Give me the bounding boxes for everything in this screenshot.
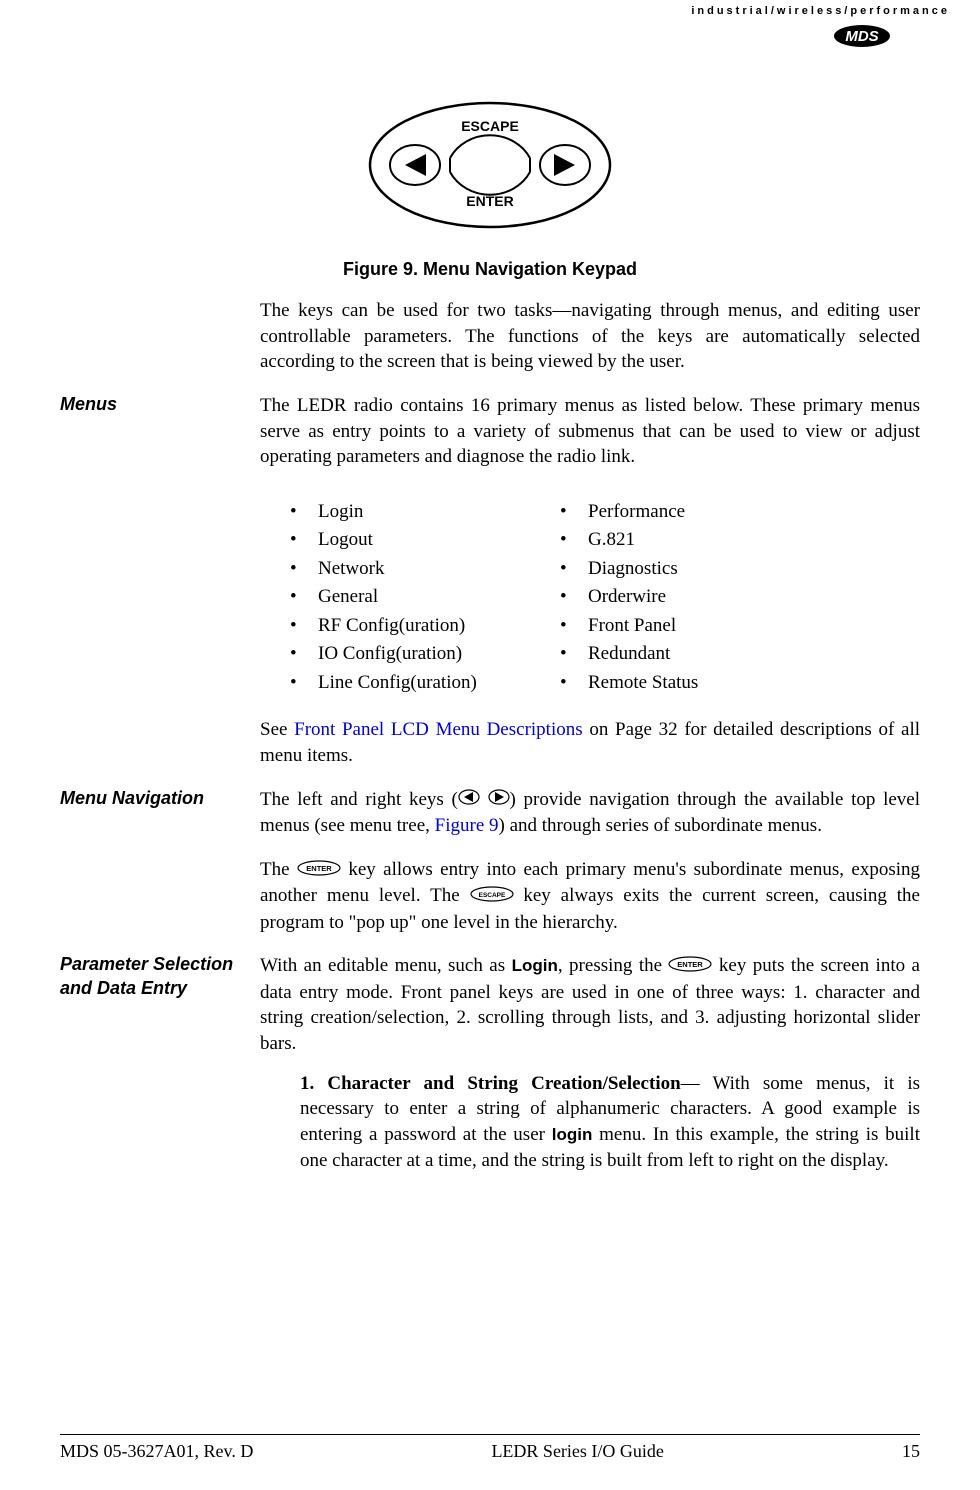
svg-text:ENTER: ENTER xyxy=(306,864,332,873)
header-tagline: industrial/wireless/performance xyxy=(691,5,950,17)
menu-item: Remote Status xyxy=(560,669,800,698)
menu-list: Login Logout Network General RF Config(u… xyxy=(290,498,920,698)
link-figure-9[interactable]: Figure 9 xyxy=(435,815,499,836)
menu-item: Network xyxy=(290,555,530,584)
menu-item: Redundant xyxy=(560,640,800,669)
right-key-icon xyxy=(488,787,510,813)
section-heading-menus: Menus xyxy=(60,393,260,416)
menu-item: IO Config(uration) xyxy=(290,640,530,669)
figure-caption: Figure 9. Menu Navigation Keypad xyxy=(0,259,980,280)
nav-paragraph-2: The ENTER key allows entry into each pri… xyxy=(260,857,920,936)
nav-paragraph-1: The left and right keys ( ) provide navi… xyxy=(260,787,920,839)
see-reference: See Front Panel LCD Menu Descriptions on… xyxy=(260,717,920,768)
keypad-diagram: ESCAPE ENTER xyxy=(360,90,620,240)
enter-key-icon: ENTER xyxy=(297,858,341,884)
menu-item: Diagnostics xyxy=(560,555,800,584)
link-front-panel[interactable]: Front Panel LCD Menu Descriptions xyxy=(294,719,583,740)
left-arrow-icon xyxy=(405,154,426,176)
svg-text:MDS: MDS xyxy=(845,28,878,45)
svg-text:ESCAPE: ESCAPE xyxy=(461,118,519,134)
menu-item: Login xyxy=(290,498,530,527)
menu-item: Logout xyxy=(290,526,530,555)
menu-item: Line Config(uration) xyxy=(290,669,530,698)
page-footer: MDS 05-3627A01, Rev. D LEDR Series I/O G… xyxy=(60,1434,920,1462)
footer-doc-id: MDS 05-3627A01, Rev. D xyxy=(60,1441,253,1462)
intro-paragraph: The keys can be used for two tasks—navig… xyxy=(260,298,920,375)
menu-item: Front Panel xyxy=(560,612,800,641)
footer-page-number: 15 xyxy=(902,1441,920,1462)
menu-item: G.821 xyxy=(560,526,800,555)
svg-text:ESCAPE: ESCAPE xyxy=(478,892,505,899)
menu-item: General xyxy=(290,583,530,612)
param-paragraph: With an editable menu, such as Login, pr… xyxy=(260,953,920,1056)
svg-text:ENTER: ENTER xyxy=(678,960,704,969)
left-key-icon xyxy=(458,787,480,813)
escape-key-icon: ESCAPE xyxy=(470,884,514,910)
section-heading-param: Parameter Selection and Data Entry xyxy=(60,953,260,1000)
right-arrow-icon xyxy=(554,154,575,176)
menu-item: Performance xyxy=(560,498,800,527)
svg-text:ENTER: ENTER xyxy=(466,193,513,209)
menu-item: Orderwire xyxy=(560,583,800,612)
mds-logo: MDS xyxy=(832,24,892,48)
section-heading-nav: Menu Navigation xyxy=(60,787,260,810)
footer-title: LEDR Series I/O Guide xyxy=(491,1441,663,1462)
enter-key-icon: ENTER xyxy=(668,954,712,980)
menu-item: RF Config(uration) xyxy=(290,612,530,641)
keypad-figure: ESCAPE ENTER Figure 9. Menu Navigation K… xyxy=(0,90,980,280)
param-subsection: 1. Character and String Creation/Selecti… xyxy=(300,1071,920,1174)
menus-paragraph: The LEDR radio contains 16 primary menus… xyxy=(260,393,920,470)
